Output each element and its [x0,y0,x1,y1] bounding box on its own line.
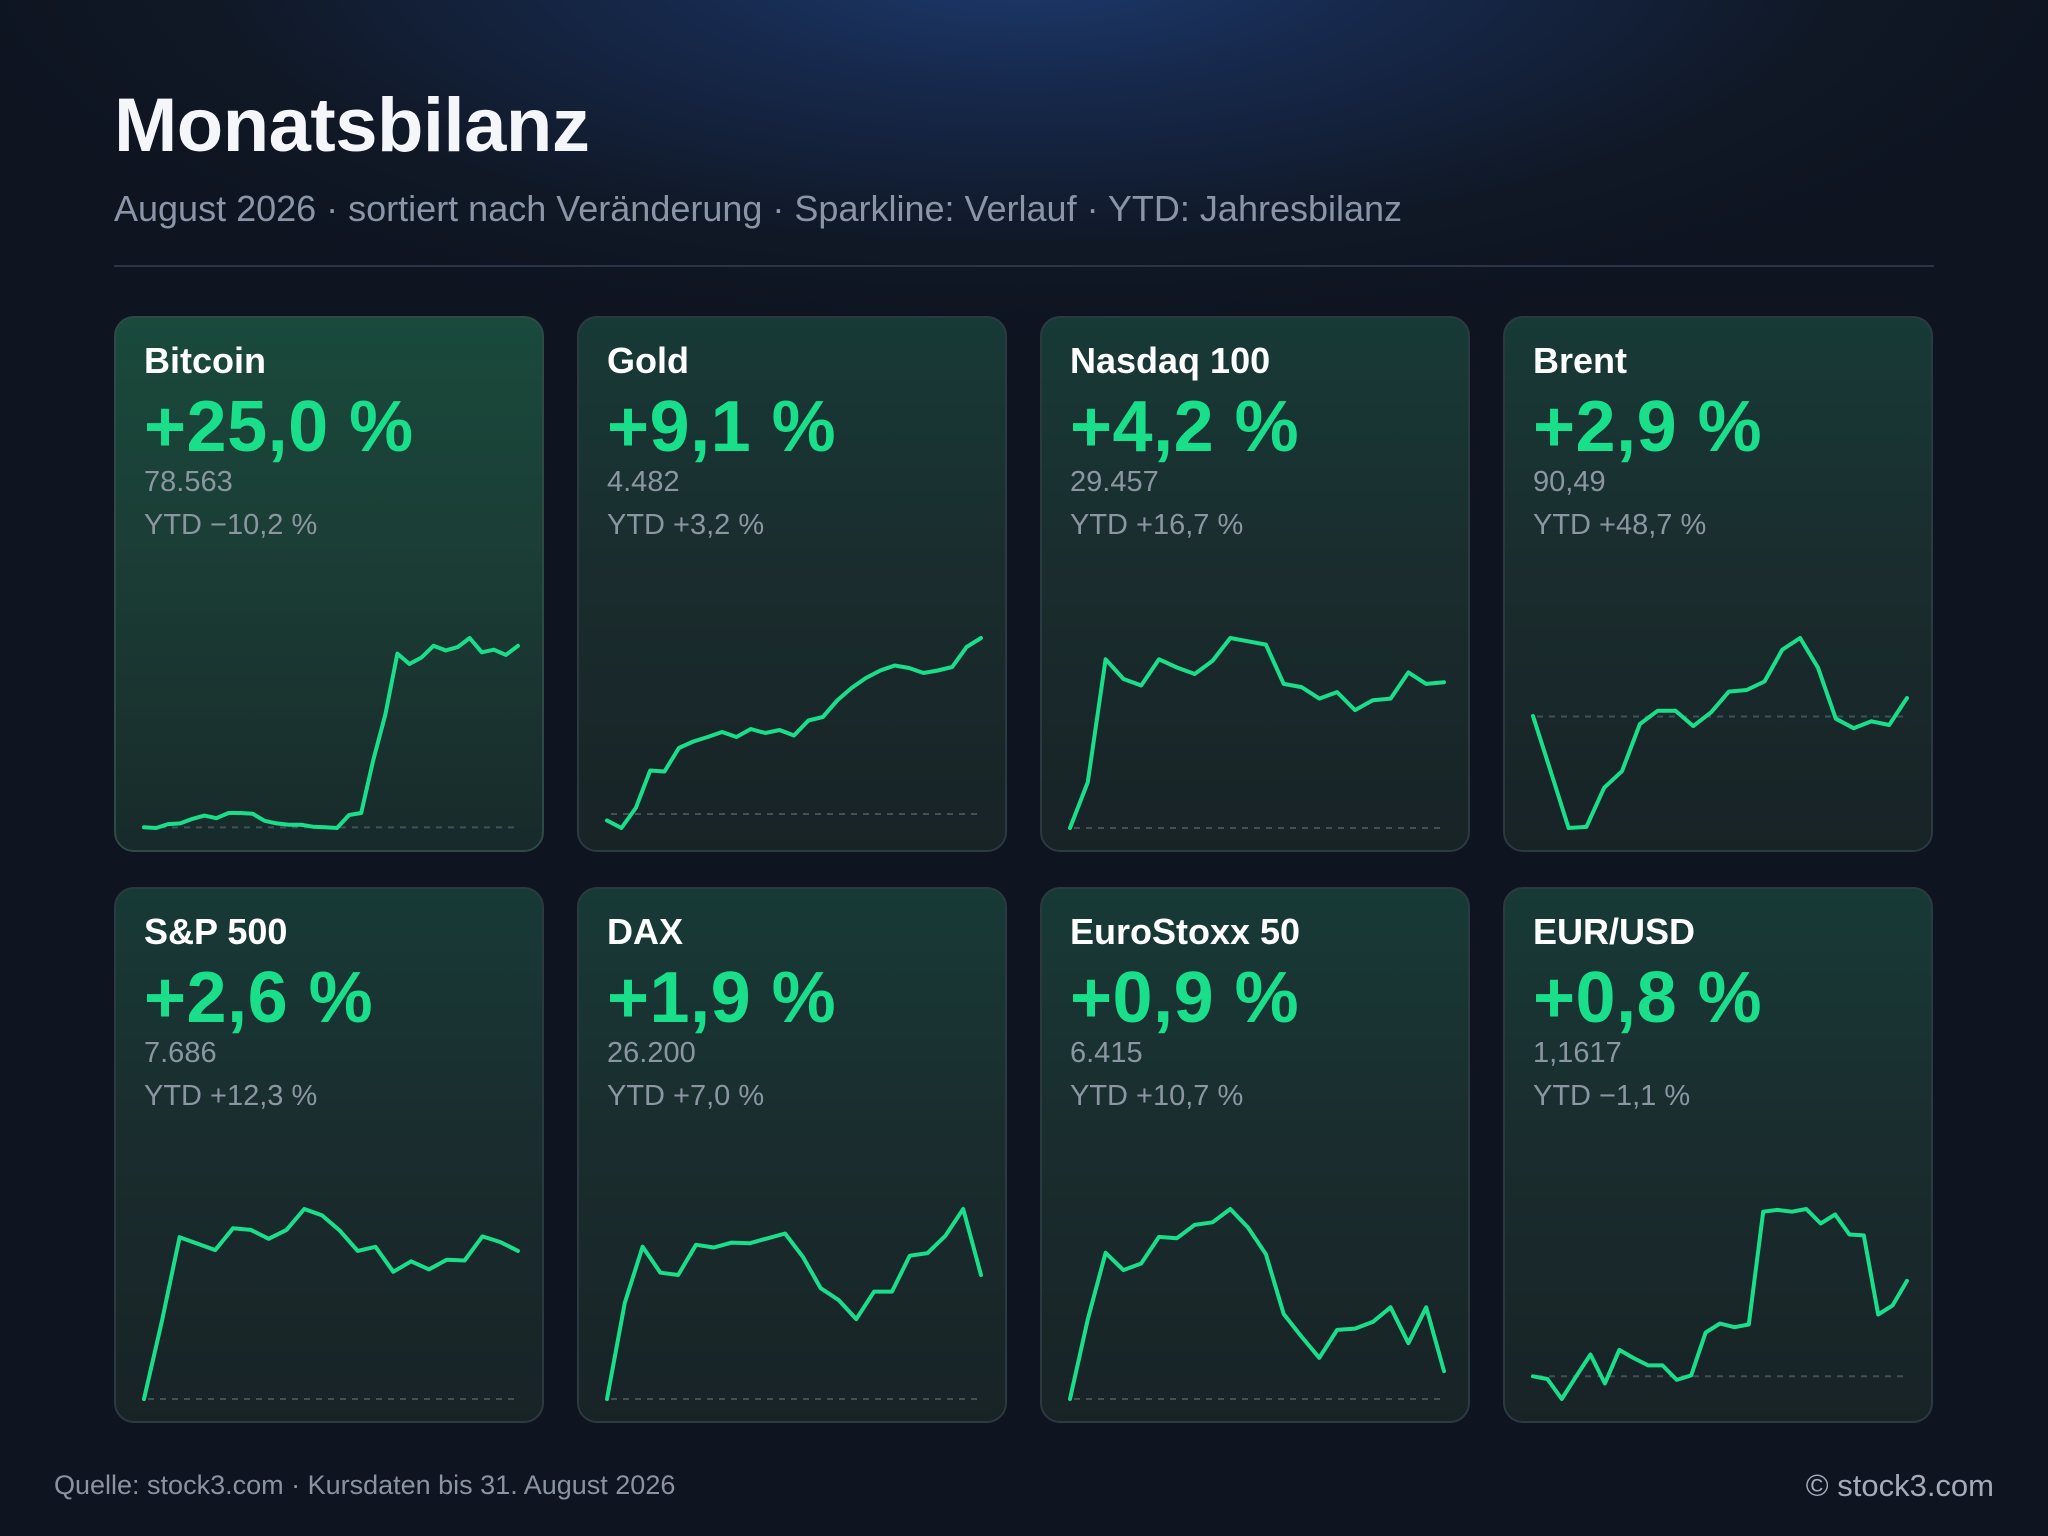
sparkline [142,1207,520,1401]
card-name: Nasdaq 100 [1070,340,1271,381]
page-title: Monatsbilanz [114,83,590,168]
sparkline [1068,1207,1446,1401]
card-ytd: YTD −1,1 % [1533,1080,1691,1112]
sparkline [1531,1207,1909,1401]
card-name: DAX [607,911,684,952]
card-name: EUR/USD [1533,911,1696,952]
sparkline [605,636,983,830]
sparkline-series [605,636,983,830]
card-change: +2,9 % [1533,387,1763,467]
market-card: EUR/USD +0,8 % 1,1617 YTD −1,1 % [1503,887,1933,1423]
sparkline-series [1068,636,1446,830]
card-ytd: YTD +3,2 % [607,509,765,541]
card-ytd: YTD +16,7 % [1070,509,1244,541]
sparkline [1068,636,1446,830]
card-price: 7.686 [144,1037,217,1069]
sparkline-series [1531,1207,1909,1401]
card-ytd: YTD +12,3 % [144,1080,318,1112]
market-card: DAX +1,9 % 26.200 YTD +7,0 % [577,887,1007,1423]
card-price: 90,49 [1533,466,1606,498]
sparkline-series [1068,1207,1446,1401]
card-name: EuroStoxx 50 [1070,911,1301,952]
header-divider [114,265,1934,267]
sparkline-series [605,1207,983,1401]
market-card: Bitcoin +25,0 % 78.563 YTD −10,2 % [114,316,544,852]
card-ytd: YTD −10,2 % [144,509,318,541]
card-change: +4,2 % [1070,387,1300,467]
card-price: 1,1617 [1533,1037,1622,1069]
card-ytd: YTD +10,7 % [1070,1080,1244,1112]
card-name: S&P 500 [144,911,288,952]
card-change: +25,0 % [144,387,414,467]
market-card: Brent +2,9 % 90,49 YTD +48,7 % [1503,316,1933,852]
card-price: 78.563 [144,466,233,498]
card-price: 4.482 [607,466,680,498]
sparkline-series [1531,636,1909,830]
card-change: +0,8 % [1533,958,1763,1038]
sparkline [605,1207,983,1401]
card-change: +2,6 % [144,958,374,1038]
market-card: S&P 500 +2,6 % 7.686 YTD +12,3 % [114,887,544,1423]
card-name: Brent [1533,340,1628,381]
card-change: +9,1 % [607,387,837,467]
card-price: 29.457 [1070,466,1159,498]
card-change: +1,9 % [607,958,837,1038]
card-change: +0,9 % [1070,958,1300,1038]
sparkline [1531,636,1909,830]
card-name: Bitcoin [144,340,266,381]
card-ytd: YTD +48,7 % [1533,509,1707,541]
market-card: Nasdaq 100 +4,2 % 29.457 YTD +16,7 % [1040,316,1470,852]
card-price: 26.200 [607,1037,696,1069]
sparkline-series [142,636,520,830]
footer-copyright: © stock3.com [1805,1468,1994,1503]
market-card: Gold +9,1 % 4.482 YTD +3,2 % [577,316,1007,852]
card-price: 6.415 [1070,1037,1143,1069]
market-card: EuroStoxx 50 +0,9 % 6.415 YTD +10,7 % [1040,887,1470,1423]
card-ytd: YTD +7,0 % [607,1080,765,1112]
page-subtitle: August 2026 · sortiert nach Veränderung … [114,188,1403,229]
sparkline-series [142,1207,520,1401]
card-name: Gold [607,340,689,381]
sparkline [142,636,520,830]
footer-source: Quelle: stock3.com · Kursdaten bis 31. A… [54,1470,676,1500]
